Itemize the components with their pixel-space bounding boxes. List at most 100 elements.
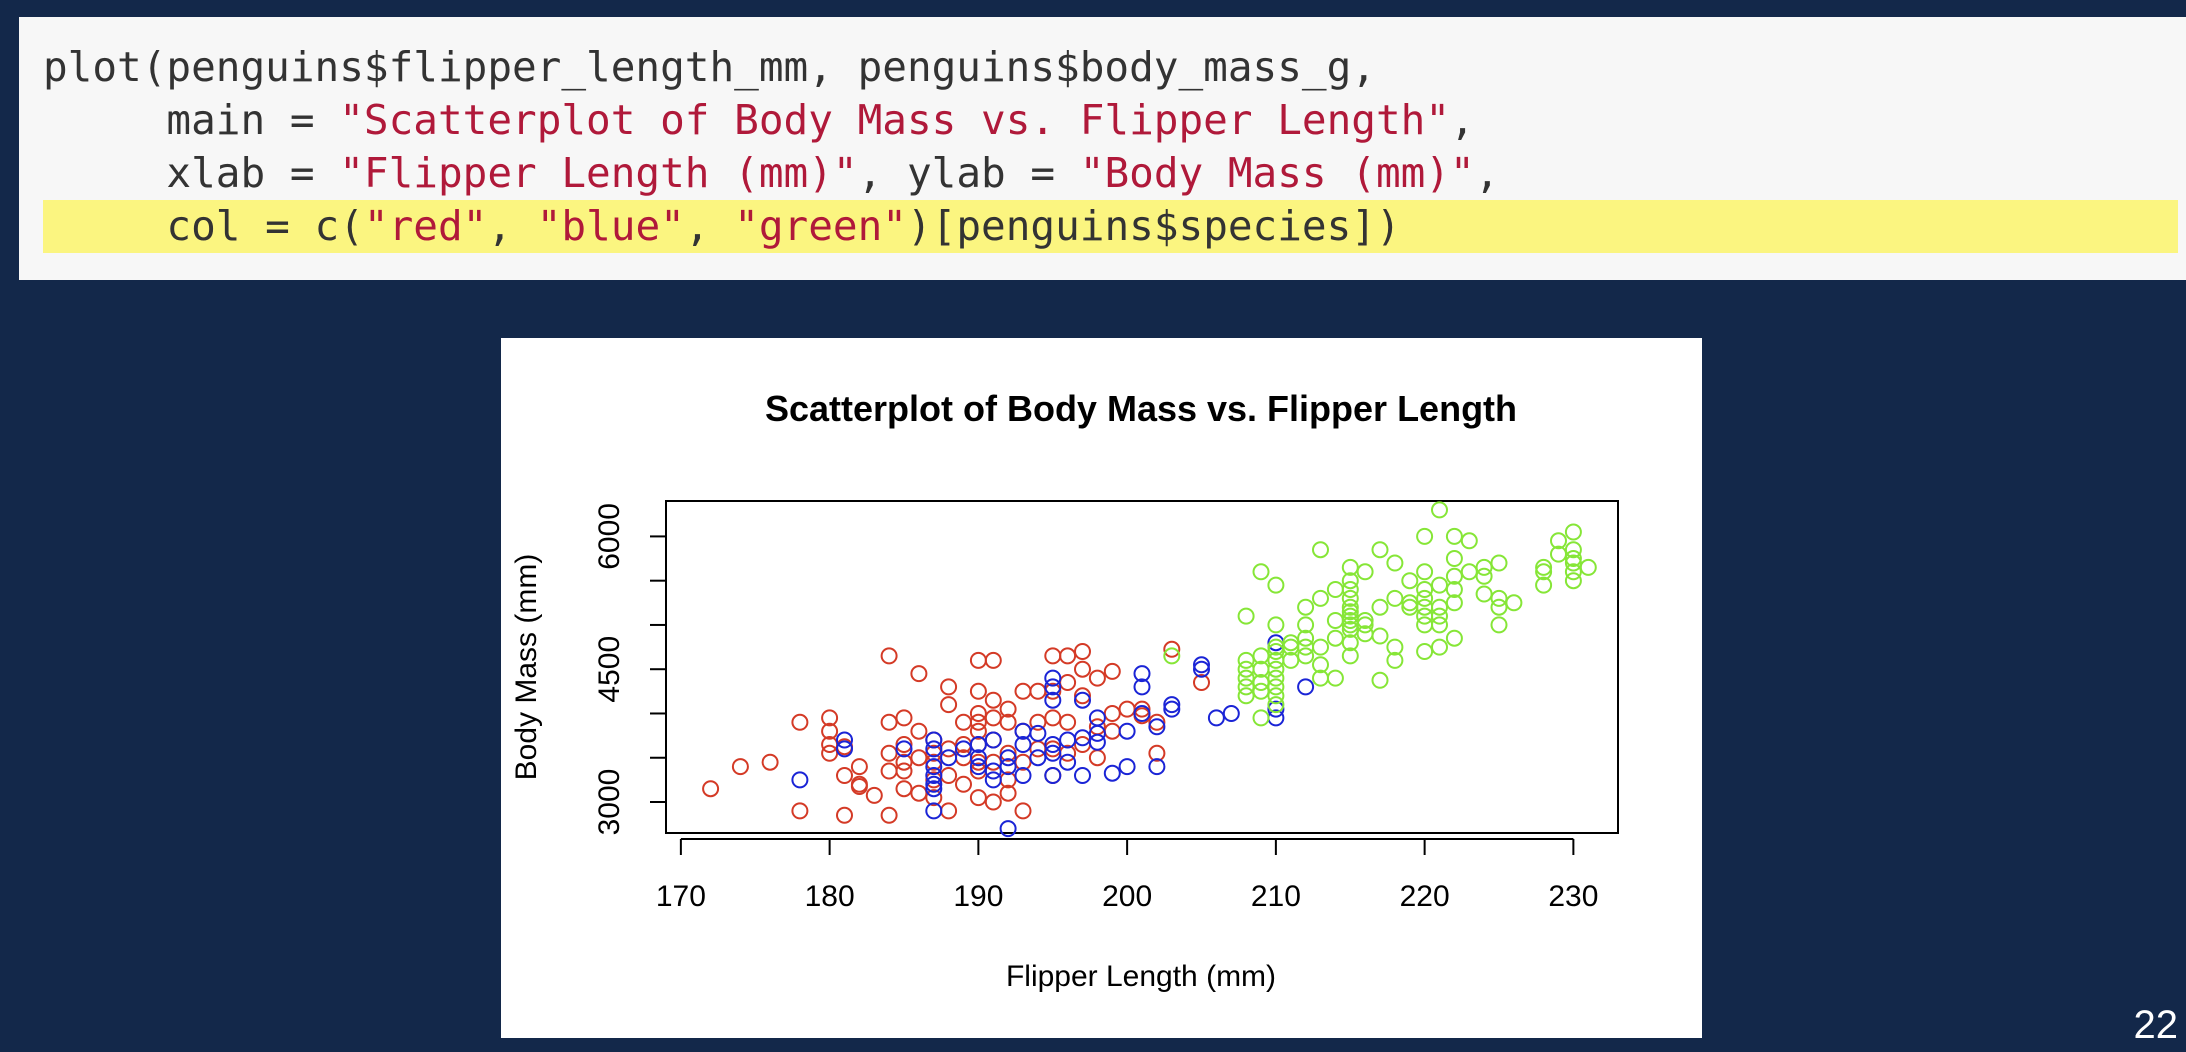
data-point: [1044, 678, 1062, 696]
data-point: [1014, 682, 1032, 700]
code-text: ,: [684, 202, 735, 250]
data-point: [1044, 691, 1062, 709]
data-point: [1148, 713, 1166, 731]
code-text: , ylab =: [857, 149, 1080, 197]
data-point: [1490, 554, 1508, 572]
data-point: [836, 731, 853, 749]
data-point: [1475, 567, 1493, 585]
data-point: [1341, 558, 1359, 576]
data-point: [1029, 682, 1047, 700]
data-point: [1535, 576, 1553, 594]
plot-panel: Scatterplot of Body Mass vs. Flipper Len…: [501, 338, 1702, 1038]
data-point: [984, 753, 1002, 771]
data-point: [1193, 660, 1210, 678]
data-point: [1341, 589, 1359, 607]
data-point: [1044, 736, 1062, 753]
data-point: [1237, 678, 1255, 696]
data-point: [1267, 696, 1285, 714]
data-point: [969, 736, 987, 753]
data-point: [1044, 767, 1062, 784]
data-point: [999, 749, 1017, 767]
data-point: [1445, 594, 1463, 612]
data-point: [1074, 687, 1091, 705]
x-tick-label: 200: [1102, 880, 1152, 913]
data-point: [1148, 718, 1166, 736]
data-point: [1312, 589, 1329, 607]
data-point: [1074, 767, 1091, 784]
data-point: [1237, 607, 1255, 625]
data-point: [1579, 558, 1597, 576]
data-point: [1282, 634, 1300, 652]
data-point: [969, 651, 987, 669]
data-point: [969, 758, 987, 776]
data-point: [1431, 501, 1448, 519]
data-point: [969, 682, 987, 700]
x-tick-label: 170: [656, 880, 706, 913]
data-point: [1297, 647, 1315, 665]
x-tick-label: 220: [1400, 880, 1450, 913]
data-point: [1252, 647, 1270, 665]
data-point: [925, 775, 943, 793]
data-point: [1029, 749, 1047, 767]
data-point: [1267, 576, 1285, 594]
data-point: [895, 762, 913, 780]
data-point: [940, 696, 958, 714]
y-tick-label: 3000: [593, 769, 626, 836]
code-string: "Scatterplot of Body Mass vs. Flipper Le…: [339, 96, 1451, 144]
data-point: [969, 705, 987, 722]
data-point: [880, 713, 898, 731]
data-point: [1267, 660, 1285, 678]
data-point: [1133, 705, 1151, 722]
data-point: [1297, 678, 1315, 696]
code-block: plot(penguins$flipper_length_mm, penguin…: [19, 17, 2186, 280]
data-point: [1401, 572, 1419, 590]
data-point: [999, 744, 1017, 762]
data-point: [880, 744, 898, 762]
data-point: [925, 731, 943, 749]
data-point: [1103, 662, 1121, 680]
data-point: [910, 665, 928, 683]
data-point: [955, 740, 972, 758]
data-point: [1431, 598, 1448, 616]
data-point: [1029, 724, 1047, 742]
slide-number: 22: [2133, 1003, 2179, 1047]
data-point: [1386, 589, 1404, 607]
data-point: [1059, 713, 1077, 731]
x-axis: 170 180 190 200 210 220 230: [656, 838, 1598, 913]
data-point: [1193, 674, 1210, 691]
data-point: [836, 806, 853, 824]
data-point: [1163, 640, 1181, 658]
data-point: [1267, 643, 1285, 660]
data-point: [1297, 598, 1315, 616]
data-point: [850, 758, 868, 776]
data-point: [910, 749, 928, 767]
data-point: [1431, 576, 1448, 594]
code-line-3: xlab = "Flipper Length (mm)", ylab = "Bo…: [19, 147, 2160, 200]
data-point: [1148, 744, 1166, 762]
data-point: [1341, 598, 1359, 616]
data-point: [984, 691, 1002, 709]
data-point: [925, 789, 943, 807]
data-point: [865, 786, 883, 804]
data-point: [1059, 753, 1077, 771]
data-point: [1074, 643, 1091, 660]
data-point: [702, 780, 720, 798]
data-point: [969, 789, 987, 807]
data-point: [821, 744, 839, 762]
data-point: [1074, 660, 1091, 678]
code-text: xlab =: [43, 149, 340, 197]
data-point: [1475, 585, 1493, 603]
data-point: [1326, 612, 1344, 629]
data-point: [1445, 550, 1463, 567]
data-point: [1163, 700, 1181, 718]
data-point: [969, 713, 987, 731]
data-point: [1535, 558, 1553, 576]
code-string: "Flipper Length (mm)": [339, 149, 858, 197]
data-point: [1564, 541, 1582, 559]
x-tick-label: 210: [1251, 880, 1301, 913]
code-line-2: main = "Scatterplot of Body Mass vs. Fli…: [19, 94, 2160, 147]
data-point: [1564, 572, 1582, 590]
data-point: [1118, 758, 1136, 776]
data-point: [821, 709, 839, 727]
code-string: "Body Mass (mm)": [1079, 149, 1475, 197]
